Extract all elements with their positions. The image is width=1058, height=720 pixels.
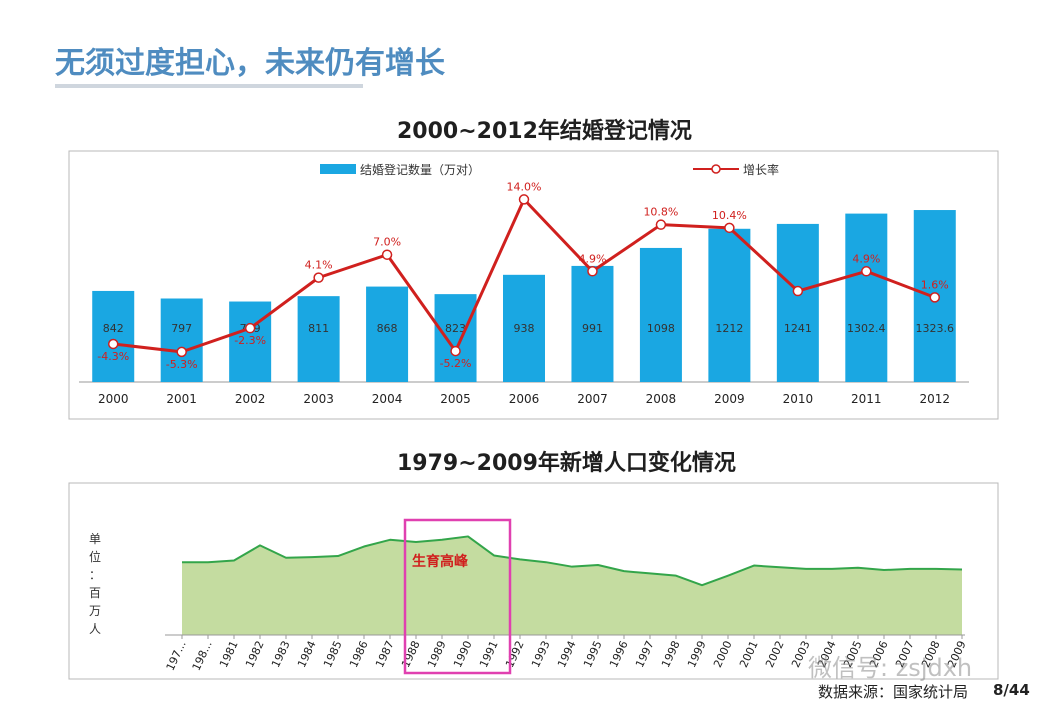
peak-annotation-label: 生育高峰 [412,553,469,570]
marriage-bar-value: 1323.6 [916,322,955,335]
marriage-bar-value: 823 [445,322,466,335]
legend-line-marker [711,164,721,174]
peak-highlight-box [403,518,512,675]
growth-rate-label: -2.3% [234,334,266,347]
growth-rate-marker [929,292,941,303]
population-ylabel-char: 人 [89,622,101,636]
marriage-chart-title: 2000~2012年结婚登记情况 [397,119,692,144]
population-ylabel-char: ： [89,568,101,582]
marriage-bar-value: 1302.4 [847,322,886,335]
marriage-year-tick: 2004 [372,392,403,406]
page-number: 8/44 [993,681,1030,699]
marriage-year-tick: 2000 [98,392,129,406]
marriage-bar-value: 811 [308,322,329,335]
data-source-note: 数据来源：国家统计局 [818,683,969,701]
marriage-year-tick: 2011 [851,392,882,406]
growth-rate-marker [244,322,256,334]
marriage-bar [366,286,409,382]
population-ylabel-char: 百 [89,586,101,600]
marriage-bar [845,213,888,382]
marriage-bar [434,294,477,382]
marriage-bar [92,290,135,382]
marriage-bar-value: 938 [514,322,535,335]
growth-rate-marker [518,194,530,205]
marriage-bar [503,274,545,382]
marriage-year-tick: 2008 [646,392,677,406]
marriage-bar [229,301,272,382]
growth-rate-marker [792,285,804,297]
marriage-bar-value: 1212 [715,322,743,335]
marriage-year-tick: 2005 [440,392,471,406]
slide-title: 无须过度担心，未来仍有增长 [55,46,445,81]
population-area [182,536,962,635]
growth-rate-label: 14.0% [507,180,542,193]
growth-rate-label: 10.8% [643,206,678,219]
marriage-year-tick: 2002 [235,392,266,406]
growth-rate-label: -5.2% [440,357,472,370]
marriage-year-tick: 2001 [166,392,197,406]
marriage-bar-value: 868 [377,322,398,335]
legend-bar-label: 结婚登记数量（万对） [360,162,480,177]
marriage-bar-value: 797 [171,322,192,335]
population-line [182,535,963,587]
marriage-bar [776,223,819,382]
marriage-year-tick: 2006 [509,392,540,406]
marriage-year-tick: 2009 [714,392,745,406]
marriage-bar [708,228,751,382]
growth-rate-marker [861,266,872,277]
growth-rate-marker [313,272,324,283]
growth-rate-label: 4.9% [852,252,880,265]
growth-rate-label: -4.3% [97,350,129,363]
population-ylabel-char: 单 [89,532,101,546]
marriage-year-tick: 2003 [303,392,334,406]
marriage-bar [160,298,203,382]
population-chart-title: 1979~2009年新增人口变化情况 [397,451,736,476]
marriage-bar-value: 842 [103,322,124,335]
growth-rate-label: -5.3% [166,358,198,371]
marriage-bar-value: 1241 [784,322,812,335]
marriage-year-tick: 2010 [783,392,814,406]
marriage-year-tick: 2007 [577,392,608,406]
growth-rate-label: 1.6% [921,278,949,291]
marriage-bar-value: 991 [582,322,603,335]
growth-rate-marker [724,222,735,234]
marriage-bar-value: 1098 [647,322,675,335]
growth-rate-marker [107,338,119,350]
growth-rate-marker [176,346,187,358]
growth-rate-label: 7.0% [373,236,401,249]
growth-rate-marker [381,249,393,260]
growth-rate-marker [587,266,598,277]
growth-rate-label: 4.1% [305,259,333,272]
growth-rate-label: 4.9% [578,252,606,265]
marriage-bar [571,265,614,382]
growth-rate-marker [655,219,667,230]
marriage-bar [639,247,682,382]
growth-rate-marker [450,345,461,357]
population-ylabel-char: 位 [89,549,101,564]
title-underline [55,84,363,88]
legend-line-label: 增长率 [743,162,779,177]
growth-rate-label: 10.4% [712,209,747,222]
marriage-bar [297,296,340,382]
population-ylabel-char: 万 [89,604,101,618]
legend-bar-swatch [320,164,356,174]
marriage-year-tick: 2012 [919,392,950,406]
wechat-watermark: 微信号: zsjdxh [808,654,973,682]
